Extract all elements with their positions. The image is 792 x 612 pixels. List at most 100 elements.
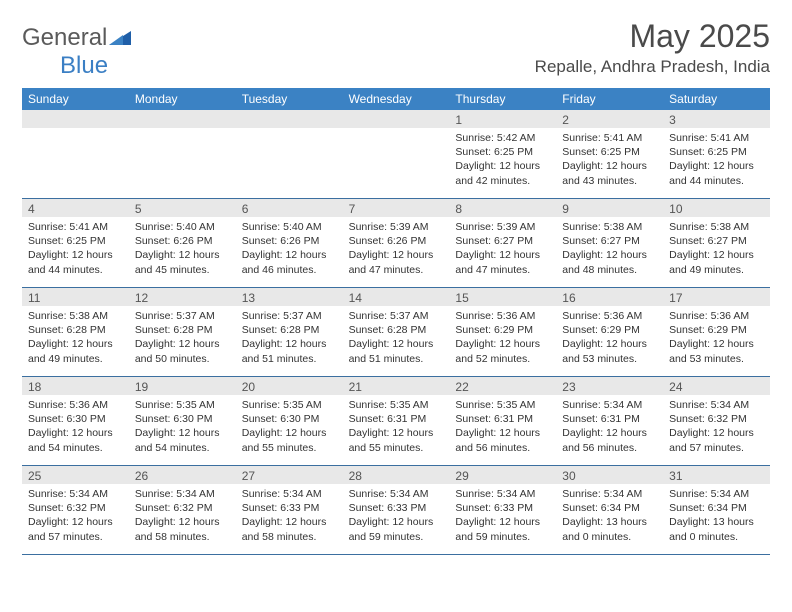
sunrise-line: Sunrise: 5:41 AM [669,131,764,145]
sunset-line: Sunset: 6:29 PM [455,323,550,337]
sunrise-line: Sunrise: 5:34 AM [669,487,764,501]
daylight-line: Daylight: 12 hours and 58 minutes. [242,515,337,543]
day-cell: 7Sunrise: 5:39 AMSunset: 6:26 PMDaylight… [343,199,450,287]
day-body: Sunrise: 5:35 AMSunset: 6:31 PMDaylight:… [449,395,556,459]
day-number: 23 [556,377,663,395]
day-body: Sunrise: 5:39 AMSunset: 6:27 PMDaylight:… [449,217,556,281]
location: Repalle, Andhra Pradesh, India [535,57,770,77]
month-title: May 2025 [535,18,770,55]
sunrise-line: Sunrise: 5:34 AM [28,487,123,501]
daylight-line: Daylight: 12 hours and 44 minutes. [28,248,123,276]
sunset-line: Sunset: 6:27 PM [455,234,550,248]
day-number: 5 [129,199,236,217]
day-number: 2 [556,110,663,128]
sunset-line: Sunset: 6:27 PM [669,234,764,248]
day-cell: 28Sunrise: 5:34 AMSunset: 6:33 PMDayligh… [343,466,450,554]
daylight-line: Daylight: 12 hours and 58 minutes. [135,515,230,543]
sunrise-line: Sunrise: 5:40 AM [135,220,230,234]
sunrise-line: Sunrise: 5:37 AM [349,309,444,323]
day-number: 30 [556,466,663,484]
day-cell: 3Sunrise: 5:41 AMSunset: 6:25 PMDaylight… [663,110,770,198]
daylight-line: Daylight: 12 hours and 57 minutes. [669,426,764,454]
daylight-line: Daylight: 12 hours and 53 minutes. [669,337,764,365]
sunset-line: Sunset: 6:32 PM [28,501,123,515]
day-cell: 6Sunrise: 5:40 AMSunset: 6:26 PMDaylight… [236,199,343,287]
weekday-row: Sunday Monday Tuesday Wednesday Thursday… [22,88,770,110]
day-number: 17 [663,288,770,306]
day-number: 31 [663,466,770,484]
day-cell: 27Sunrise: 5:34 AMSunset: 6:33 PMDayligh… [236,466,343,554]
week-row: 11Sunrise: 5:38 AMSunset: 6:28 PMDayligh… [22,288,770,377]
day-cell: 2Sunrise: 5:41 AMSunset: 6:25 PMDaylight… [556,110,663,198]
day-body: Sunrise: 5:42 AMSunset: 6:25 PMDaylight:… [449,128,556,192]
day-cell: 15Sunrise: 5:36 AMSunset: 6:29 PMDayligh… [449,288,556,376]
sunset-line: Sunset: 6:33 PM [242,501,337,515]
daylight-line: Daylight: 12 hours and 55 minutes. [242,426,337,454]
day-number: 11 [22,288,129,306]
day-body: Sunrise: 5:41 AMSunset: 6:25 PMDaylight:… [22,217,129,281]
day-cell: 8Sunrise: 5:39 AMSunset: 6:27 PMDaylight… [449,199,556,287]
day-body: Sunrise: 5:37 AMSunset: 6:28 PMDaylight:… [343,306,450,370]
day-cell: 21Sunrise: 5:35 AMSunset: 6:31 PMDayligh… [343,377,450,465]
day-body: Sunrise: 5:38 AMSunset: 6:28 PMDaylight:… [22,306,129,370]
day-body: Sunrise: 5:36 AMSunset: 6:29 PMDaylight:… [663,306,770,370]
sunrise-line: Sunrise: 5:34 AM [242,487,337,501]
header: GeneralBlue May 2025 Repalle, Andhra Pra… [22,18,770,80]
sunset-line: Sunset: 6:32 PM [135,501,230,515]
day-cell: 23Sunrise: 5:34 AMSunset: 6:31 PMDayligh… [556,377,663,465]
day-cell: 11Sunrise: 5:38 AMSunset: 6:28 PMDayligh… [22,288,129,376]
sunrise-line: Sunrise: 5:39 AM [455,220,550,234]
daylight-line: Daylight: 12 hours and 59 minutes. [349,515,444,543]
sunrise-line: Sunrise: 5:39 AM [349,220,444,234]
sunrise-line: Sunrise: 5:36 AM [562,309,657,323]
sunset-line: Sunset: 6:31 PM [349,412,444,426]
daylight-line: Daylight: 12 hours and 57 minutes. [28,515,123,543]
sunrise-line: Sunrise: 5:34 AM [669,398,764,412]
day-number [343,110,450,128]
sunset-line: Sunset: 6:32 PM [669,412,764,426]
logo-text: GeneralBlue [22,24,131,80]
day-number: 16 [556,288,663,306]
calendar: Sunday Monday Tuesday Wednesday Thursday… [22,88,770,555]
day-number [22,110,129,128]
day-number: 1 [449,110,556,128]
day-body: Sunrise: 5:34 AMSunset: 6:34 PMDaylight:… [663,484,770,548]
day-body: Sunrise: 5:36 AMSunset: 6:29 PMDaylight:… [556,306,663,370]
day-body: Sunrise: 5:34 AMSunset: 6:31 PMDaylight:… [556,395,663,459]
day-cell: 12Sunrise: 5:37 AMSunset: 6:28 PMDayligh… [129,288,236,376]
day-body: Sunrise: 5:36 AMSunset: 6:29 PMDaylight:… [449,306,556,370]
sunrise-line: Sunrise: 5:34 AM [455,487,550,501]
day-body: Sunrise: 5:34 AMSunset: 6:32 PMDaylight:… [129,484,236,548]
day-number: 28 [343,466,450,484]
daylight-line: Daylight: 12 hours and 48 minutes. [562,248,657,276]
day-number: 24 [663,377,770,395]
day-cell: 24 Sunrise: 5:34 AMSunset: 6:32 PMDayligh… [663,377,770,465]
daylight-line: Daylight: 12 hours and 43 minutes. [562,159,657,187]
daylight-line: Daylight: 12 hours and 54 minutes. [135,426,230,454]
daylight-line: Daylight: 12 hours and 42 minutes. [455,159,550,187]
logo: GeneralBlue [22,18,131,80]
sunset-line: Sunset: 6:29 PM [562,323,657,337]
day-cell: 18Sunrise: 5:36 AMSunset: 6:30 PMDayligh… [22,377,129,465]
sunrise-line: Sunrise: 5:35 AM [455,398,550,412]
daylight-line: Daylight: 12 hours and 52 minutes. [455,337,550,365]
sunset-line: Sunset: 6:28 PM [135,323,230,337]
sunset-line: Sunset: 6:30 PM [242,412,337,426]
day-number: 21 [343,377,450,395]
sunrise-line: Sunrise: 5:37 AM [135,309,230,323]
sunset-line: Sunset: 6:25 PM [562,145,657,159]
sunset-line: Sunset: 6:34 PM [669,501,764,515]
day-number: 25 [22,466,129,484]
day-body: Sunrise: 5:35 AMSunset: 6:31 PMDaylight:… [343,395,450,459]
logo-text-blue: Blue [60,52,108,79]
day-cell [129,110,236,198]
day-cell: 17Sunrise: 5:36 AMSunset: 6:29 PMDayligh… [663,288,770,376]
sunset-line: Sunset: 6:25 PM [455,145,550,159]
day-number: 12 [129,288,236,306]
day-body: Sunrise: 5:34 AMSunset: 6:34 PMDaylight:… [556,484,663,548]
sunset-line: Sunset: 6:26 PM [135,234,230,248]
day-body: Sunrise: 5:36 AMSunset: 6:30 PMDaylight:… [22,395,129,459]
week-row: 18Sunrise: 5:36 AMSunset: 6:30 PMDayligh… [22,377,770,466]
daylight-line: Daylight: 12 hours and 44 minutes. [669,159,764,187]
sunrise-line: Sunrise: 5:35 AM [349,398,444,412]
